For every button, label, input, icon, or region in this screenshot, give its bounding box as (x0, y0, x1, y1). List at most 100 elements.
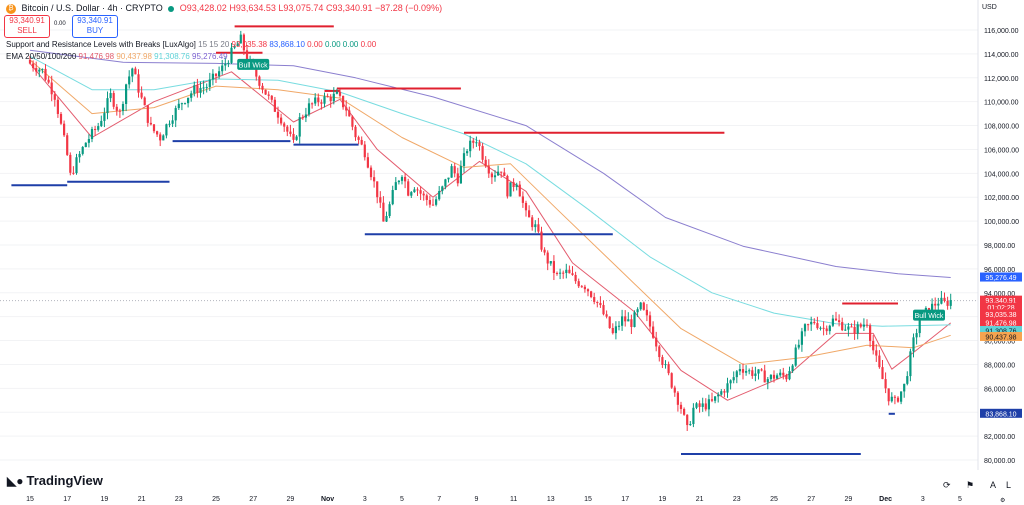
candle-body (537, 224, 540, 232)
candle-body (152, 124, 156, 132)
log-scale-button[interactable]: L (1006, 480, 1012, 490)
candle-body (280, 117, 283, 124)
candle-body (475, 142, 478, 144)
replay-icon[interactable]: ⟳ (943, 480, 951, 490)
candle-body (760, 369, 763, 371)
candle-body (360, 139, 363, 145)
candle-body (211, 73, 214, 80)
buy-button[interactable]: 93,340.91 BUY (72, 15, 118, 38)
candle-body (459, 165, 462, 184)
candle-body (614, 326, 617, 334)
candle-body (884, 379, 887, 389)
candle-body (828, 325, 831, 332)
candle-body (193, 85, 196, 94)
candle-body (87, 139, 90, 143)
symbol-header: ₿ Bitcoin / U.S. Dollar · 4h · CRYPTO O9… (6, 3, 442, 14)
candle-body (872, 340, 875, 351)
candle-body (528, 210, 531, 218)
settings-icon[interactable]: ⚙ (1000, 498, 1006, 504)
candle-body (701, 403, 704, 407)
candle-body (667, 364, 670, 374)
candle-body (94, 129, 97, 131)
candle-body (224, 63, 227, 66)
candle-body (720, 391, 723, 395)
candle-body (286, 126, 289, 132)
candle-body (311, 103, 314, 105)
candle-body (617, 325, 621, 327)
symbol-title[interactable]: Bitcoin / U.S. Dollar · 4h · CRYPTO (21, 3, 163, 13)
candle-body (655, 337, 658, 347)
buy-label: BUY (86, 26, 104, 35)
candle-body (738, 369, 741, 372)
x-tick-label: 15 (26, 496, 34, 503)
x-tick-label: 21 (696, 496, 704, 503)
candle-body (261, 85, 264, 90)
candle-body (245, 50, 249, 62)
indicator-sr-legend[interactable]: Support and Resistance Levels with Break… (6, 40, 376, 49)
candle-body (847, 326, 850, 330)
candle-body (487, 166, 490, 174)
candle-body (741, 369, 745, 373)
candle-body (676, 392, 679, 405)
candle-body (890, 396, 893, 402)
candle-body (540, 231, 543, 250)
candle-body (345, 107, 348, 111)
candle-body (422, 193, 425, 196)
candle-body (534, 224, 537, 228)
candle-body (438, 191, 441, 200)
auto-scale-button[interactable]: A (990, 480, 997, 490)
x-tick-label: 5 (958, 496, 962, 503)
tradingview-logo[interactable]: ◣● TradingView (7, 473, 103, 488)
candle-body (624, 316, 627, 322)
candle-body (435, 199, 438, 205)
candle-body (121, 103, 125, 112)
candle-body (66, 135, 69, 155)
candle-body (608, 316, 611, 328)
candle-body (69, 154, 72, 173)
candle-body (469, 140, 472, 152)
candle-body (456, 173, 459, 184)
candle-body (838, 320, 841, 323)
sell-button[interactable]: 93,340.91 SELL (4, 15, 50, 38)
candle-body (769, 374, 772, 380)
candle-body (242, 34, 245, 51)
candle-body (807, 324, 810, 326)
candle-body (149, 122, 152, 125)
bull-wick-label: Bull Wick (915, 313, 944, 320)
candle-body (174, 108, 177, 121)
candle-body (723, 391, 726, 393)
candle-body (338, 91, 342, 96)
candle-body (825, 328, 828, 332)
candle-body (772, 374, 776, 379)
candle-body (233, 46, 236, 48)
ohlc-high: H93,634.53 (229, 3, 276, 13)
candle-body (462, 153, 466, 166)
candle-body (881, 367, 884, 380)
candle-body (509, 182, 512, 197)
y-tick-label: 96,000.00 (984, 267, 1015, 274)
candle-body (115, 106, 118, 111)
candle-body (140, 92, 143, 98)
candle-body (230, 47, 233, 63)
currency-label[interactable]: USD (982, 4, 997, 11)
ohlc-open: O93,428.02 (179, 3, 227, 13)
candle-body (100, 120, 103, 127)
y-tick-label: 80,000.00 (984, 458, 1015, 465)
candle-body (841, 322, 844, 331)
x-tick-label: 25 (212, 496, 220, 503)
candle-body (90, 129, 94, 140)
indicator-ema-legend[interactable]: EMA 20/50/100/200 91,476.98 90,437.98 91… (6, 52, 228, 61)
ema50-value: 90,437.98 (116, 52, 152, 61)
flag-icon[interactable]: ⚑ (966, 480, 975, 490)
candle-body (156, 131, 159, 135)
support-resistance-levels (11, 25, 898, 456)
sr-name: Support and Resistance Levels with Break… (6, 40, 196, 49)
candle-body (131, 68, 134, 77)
price-tag (980, 302, 1022, 312)
candle-body (757, 369, 760, 374)
candle-body (670, 373, 673, 388)
y-tick-label: 104,000.00 (984, 171, 1019, 178)
candle-body (78, 153, 81, 158)
candle-body (472, 140, 475, 143)
